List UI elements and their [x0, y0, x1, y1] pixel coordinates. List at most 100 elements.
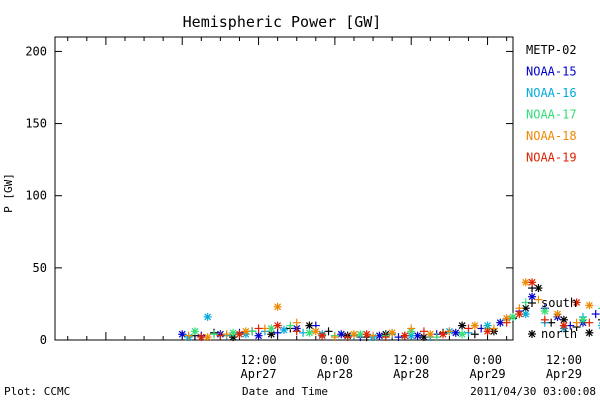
data-point-south — [343, 333, 352, 342]
data-point-north — [197, 333, 206, 342]
data-point-north — [426, 330, 435, 339]
x-tick-time-label: 0:00 — [320, 353, 349, 367]
legend-entry: NOAA-18 — [526, 129, 577, 143]
data-point-north — [305, 328, 314, 337]
marker-legend-label: north — [541, 327, 577, 341]
x-tick-time-label: 0:00 — [473, 353, 502, 367]
data-point-south — [419, 327, 428, 336]
x-tick-time-label: 12:00 — [240, 353, 276, 367]
y-tick-label: 150 — [25, 117, 47, 131]
data-point-north — [496, 318, 505, 327]
data-point-north — [349, 330, 358, 339]
x-tick-time-label: 12:00 — [546, 353, 582, 367]
data-point-north — [235, 330, 244, 339]
x-axis-label: Date and Time — [242, 385, 328, 398]
data-point-north — [559, 321, 568, 330]
data-point-north — [451, 328, 460, 337]
data-point-north — [585, 301, 594, 310]
data-point-south — [324, 327, 333, 336]
data-point-north — [254, 331, 263, 340]
data-point-south — [292, 318, 301, 327]
data-point-south — [598, 307, 600, 309]
data-point-north — [585, 328, 594, 337]
data-point-north — [178, 330, 187, 339]
data-point-north — [337, 330, 346, 339]
data-point-south — [184, 331, 193, 340]
data-point-north — [280, 325, 288, 334]
data-point-north — [540, 307, 549, 316]
data-point-south — [445, 327, 454, 336]
x-tick-date-label: Apr28 — [317, 367, 353, 381]
data-point-south — [330, 333, 339, 342]
x-tick-date-label: Apr27 — [240, 367, 276, 381]
data-point-north — [458, 321, 467, 330]
data-point-south — [292, 327, 301, 336]
data-point-north — [553, 310, 562, 319]
data-point-south — [286, 321, 295, 330]
data-point-north — [528, 278, 537, 287]
y-tick-label: 100 — [25, 189, 47, 203]
data-point-south — [394, 333, 403, 342]
data-point-north — [229, 328, 238, 337]
x-tick-date-label: Apr28 — [393, 367, 429, 381]
legend-entry: NOAA-16 — [526, 86, 577, 100]
legend-entry: NOAA-17 — [526, 108, 577, 122]
y-tick-label: 0 — [40, 333, 47, 347]
data-point-south — [489, 324, 498, 333]
legend-entry: METP-02 — [526, 43, 577, 57]
data-point-south — [210, 330, 219, 339]
data-point-south — [464, 324, 473, 333]
marker-legend: south north — [528, 296, 577, 341]
data-point-north — [572, 298, 581, 307]
data-point-south — [502, 318, 511, 327]
data-point-south — [598, 319, 600, 321]
chart-title: Hemispheric Power [GW] — [183, 13, 382, 31]
data-point-north — [311, 327, 320, 336]
data-point-south — [591, 310, 600, 319]
data-point-north — [388, 328, 397, 337]
data-point-south — [407, 324, 416, 333]
data-point-south — [585, 318, 594, 327]
data-point-north — [241, 327, 250, 336]
y-tick-label: 50 — [33, 261, 47, 275]
marker-legend-symbol — [528, 299, 536, 307]
data-point-north — [559, 315, 568, 324]
data-point-south — [216, 331, 225, 340]
footer-source: Plot: CCMC — [4, 385, 70, 398]
data-point-north — [273, 302, 282, 311]
data-point-north — [483, 327, 492, 336]
data-point-north — [318, 331, 327, 340]
data-point-north — [598, 322, 600, 329]
plot-area-frame — [54, 36, 514, 341]
data-point-south — [369, 331, 378, 340]
data-point-north — [439, 330, 448, 339]
data-point-north — [273, 321, 282, 330]
data-point-south — [254, 324, 263, 333]
footer-timestamp: 2011/04/30 03:00:08 — [470, 385, 596, 398]
marker-legend-symbol — [528, 330, 536, 338]
marker-legend-label: south — [541, 296, 577, 310]
data-point-south — [273, 328, 282, 337]
data-point-north — [534, 284, 543, 293]
y-axis-label: P [GW] — [2, 173, 15, 213]
data-point-north — [190, 327, 199, 336]
data-point-north — [578, 315, 587, 324]
data-point-north — [458, 330, 467, 339]
data-point-north — [509, 312, 517, 321]
legend-entry: NOAA-15 — [526, 65, 577, 79]
data-point-south — [432, 333, 441, 342]
data-point-south — [222, 330, 231, 339]
x-axis-ticks: 12:00Apr270:00Apr2812:00Apr280:00Apr2912… — [67, 37, 582, 381]
data-point-north — [203, 312, 212, 321]
data-point-south — [572, 318, 581, 327]
x-tick-time-label: 12:00 — [393, 353, 429, 367]
data-point-south — [381, 333, 390, 342]
data-point-north — [400, 331, 409, 340]
data-point-north — [470, 321, 479, 330]
data-point-south — [470, 330, 479, 339]
x-tick-date-label: Apr29 — [546, 367, 582, 381]
x-tick-date-label: Apr29 — [469, 367, 505, 381]
legend: METP-02 NOAA-15 NOAA-16 NOAA-17 NOAA-18 NOAA-… — [526, 43, 577, 165]
legend-entry: NOAA-19 — [526, 151, 577, 165]
